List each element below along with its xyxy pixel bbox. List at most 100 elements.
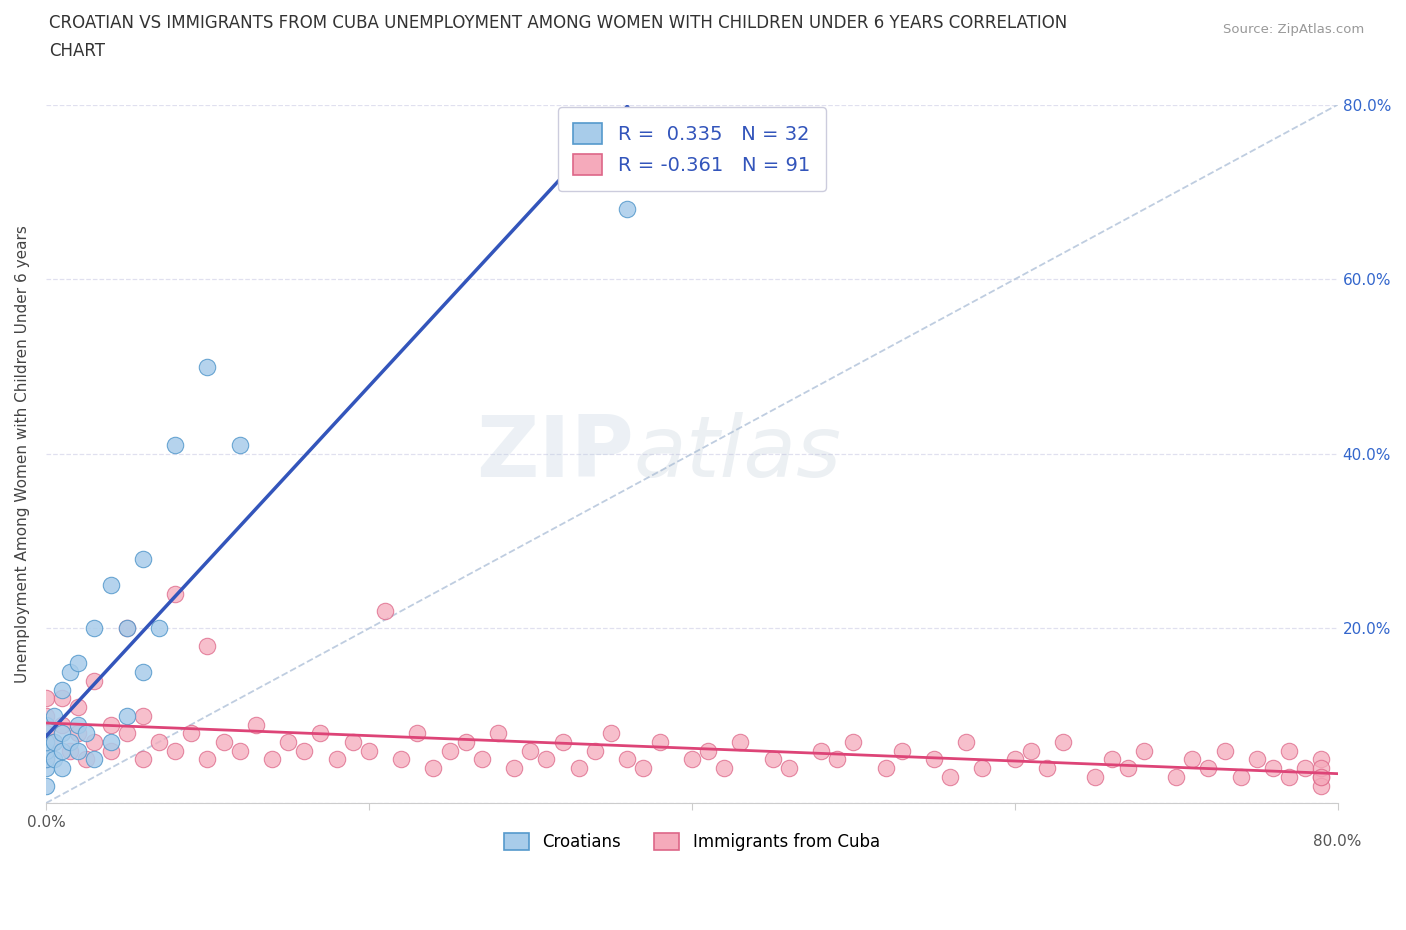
Point	[83, 735, 105, 750]
Y-axis label: Unemployment Among Women with Children Under 6 years: Unemployment Among Women with Children U…	[15, 225, 30, 683]
Point	[406, 725, 429, 740]
Point	[35, 691, 58, 706]
Point	[648, 735, 671, 750]
Point	[583, 743, 606, 758]
Point	[165, 438, 187, 453]
Point	[1278, 743, 1301, 758]
Point	[1116, 761, 1139, 776]
Point	[309, 725, 332, 740]
Point	[890, 743, 912, 758]
Point	[132, 752, 155, 767]
Point	[1310, 769, 1333, 784]
Point	[616, 202, 638, 217]
Point	[713, 761, 735, 776]
Point	[197, 639, 219, 654]
Point	[728, 735, 751, 750]
Point	[51, 761, 73, 776]
Point	[100, 717, 122, 732]
Point	[115, 621, 138, 636]
Text: CHART: CHART	[49, 42, 105, 60]
Point	[1310, 752, 1333, 767]
Point	[1294, 761, 1316, 776]
Point	[132, 551, 155, 566]
Point	[568, 761, 591, 776]
Point	[197, 359, 219, 374]
Point	[35, 752, 58, 767]
Point	[197, 752, 219, 767]
Point	[245, 717, 267, 732]
Point	[1261, 761, 1284, 776]
Point	[1052, 735, 1074, 750]
Point	[132, 709, 155, 724]
Point	[100, 735, 122, 750]
Point	[100, 743, 122, 758]
Point	[1213, 743, 1236, 758]
Point	[51, 743, 73, 758]
Point	[1101, 752, 1123, 767]
Point	[260, 752, 283, 767]
Point	[842, 735, 865, 750]
Point	[35, 743, 58, 758]
Point	[825, 752, 848, 767]
Point	[922, 752, 945, 767]
Point	[681, 752, 703, 767]
Point	[422, 761, 444, 776]
Point	[115, 621, 138, 636]
Point	[389, 752, 412, 767]
Point	[75, 725, 97, 740]
Point	[51, 725, 73, 740]
Point	[972, 761, 994, 776]
Point	[83, 752, 105, 767]
Point	[51, 683, 73, 698]
Point	[939, 769, 962, 784]
Point	[616, 752, 638, 767]
Point	[1084, 769, 1107, 784]
Point	[67, 656, 90, 671]
Point	[1310, 769, 1333, 784]
Point	[42, 735, 65, 750]
Point	[697, 743, 720, 758]
Point	[83, 621, 105, 636]
Point	[100, 578, 122, 592]
Point	[955, 735, 977, 750]
Point	[35, 778, 58, 793]
Point	[1310, 761, 1333, 776]
Point	[551, 735, 574, 750]
Point	[35, 735, 58, 750]
Point	[42, 709, 65, 724]
Point	[59, 665, 82, 680]
Legend: Croatians, Immigrants from Cuba: Croatians, Immigrants from Cuba	[498, 826, 886, 857]
Point	[51, 691, 73, 706]
Point	[374, 604, 396, 618]
Text: Source: ZipAtlas.com: Source: ZipAtlas.com	[1223, 23, 1364, 36]
Point	[42, 752, 65, 767]
Point	[115, 725, 138, 740]
Point	[148, 735, 170, 750]
Point	[325, 752, 347, 767]
Point	[778, 761, 800, 776]
Point	[67, 725, 90, 740]
Point	[439, 743, 461, 758]
Point	[35, 717, 58, 732]
Point	[83, 673, 105, 688]
Point	[503, 761, 526, 776]
Point	[165, 586, 187, 601]
Point	[165, 743, 187, 758]
Point	[1310, 778, 1333, 793]
Point	[1278, 769, 1301, 784]
Point	[228, 438, 250, 453]
Point	[1198, 761, 1220, 776]
Point	[1181, 752, 1204, 767]
Point	[277, 735, 299, 750]
Point	[1036, 761, 1059, 776]
Point	[35, 761, 58, 776]
Point	[519, 743, 541, 758]
Point	[35, 709, 58, 724]
Point	[1019, 743, 1042, 758]
Point	[67, 699, 90, 714]
Point	[761, 752, 783, 767]
Point	[228, 743, 250, 758]
Point	[67, 717, 90, 732]
Point	[35, 725, 58, 740]
Point	[1004, 752, 1026, 767]
